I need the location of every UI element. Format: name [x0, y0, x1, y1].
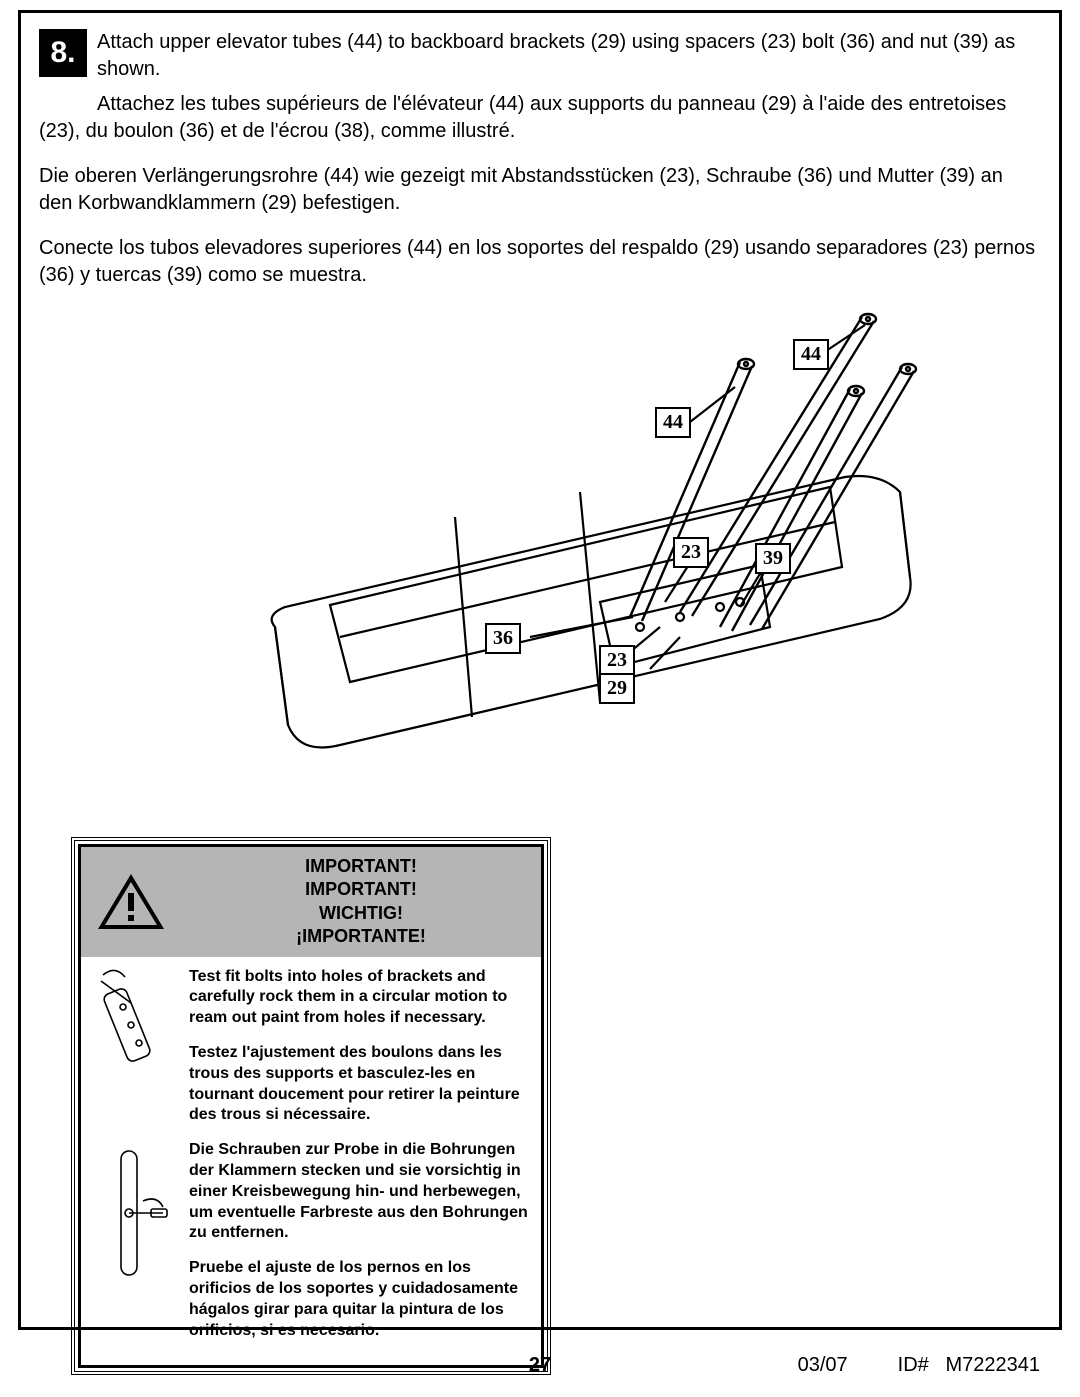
important-body-de: Die Schrauben zur Probe in die Bohrungen… [189, 1140, 531, 1244]
instruction-en: Attach upper elevator tubes (44) to back… [97, 29, 1041, 83]
assembly-diagram: 44 44 23 39 36 23 29 [39, 307, 1041, 827]
page-footer: 27 03/07 ID# M7222341 [0, 1354, 1080, 1377]
footer-date: 03/07 [798, 1354, 848, 1377]
warning-icon [95, 871, 167, 933]
instruction-fr: Attachez les tubes supérieurs de l'éléva… [39, 91, 1041, 145]
footer-id-value: M7222341 [945, 1354, 1040, 1376]
callout-44-right: 44 [793, 339, 829, 370]
warning-icon-cell [81, 861, 181, 943]
important-body-es: Pruebe el ajuste de los pernos en los or… [189, 1258, 531, 1341]
important-illustrations [81, 957, 181, 1366]
important-title-es: ¡IMPORTANTE! [185, 925, 537, 948]
important-body-fr: Testez l'ajustement des boulons dans les… [189, 1043, 531, 1126]
important-title-en: IMPORTANT! [185, 855, 537, 878]
important-body-en: Test fit bolts into holes of brackets an… [189, 967, 531, 1029]
instruction-es: Conecte los tubos elevadores superiores … [39, 235, 1041, 289]
callout-23-top: 23 [673, 537, 709, 568]
page-frame: 8. Attach upper elevator tubes (44) to b… [18, 10, 1062, 1330]
callout-39: 39 [755, 543, 791, 574]
important-title-de: WICHTIG! [185, 902, 537, 925]
instruction-de: Die oberen Verlängerungsrohre (44) wie g… [39, 163, 1041, 217]
bracket-side-illustration [91, 1143, 171, 1283]
important-header: IMPORTANT! IMPORTANT! WICHTIG! ¡IMPORTAN… [81, 847, 541, 957]
bracket-top-illustration [91, 963, 171, 1073]
important-box: IMPORTANT! IMPORTANT! WICHTIG! ¡IMPORTAN… [71, 837, 551, 1375]
callout-44-left: 44 [655, 407, 691, 438]
diagram-svg [39, 307, 1041, 827]
callout-36: 36 [485, 623, 521, 654]
callout-29: 29 [599, 673, 635, 704]
page-number: 27 [529, 1354, 551, 1377]
footer-id-label: ID# [898, 1354, 929, 1376]
callout-23-bottom: 23 [599, 645, 635, 676]
important-title-fr: IMPORTANT! [185, 878, 537, 901]
step-number-badge: 8. [39, 29, 87, 77]
